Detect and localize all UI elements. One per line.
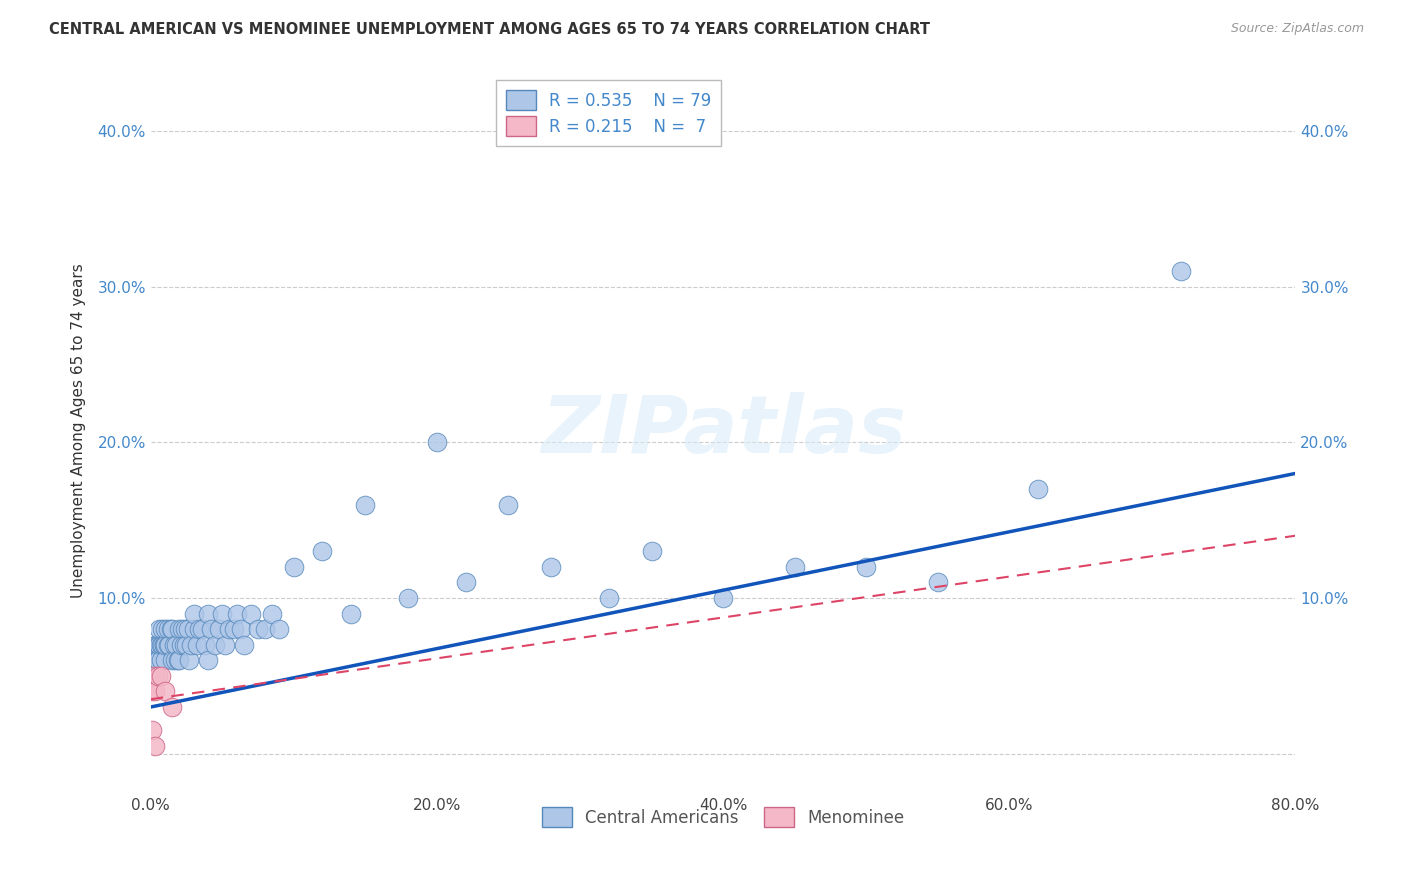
Point	[172, 622, 194, 636]
Point	[153, 684, 176, 698]
Text: Source: ZipAtlas.com: Source: ZipAtlas.com	[1230, 22, 1364, 36]
Point	[183, 607, 205, 621]
Point	[153, 622, 176, 636]
Text: CENTRAL AMERICAN VS MENOMINEE UNEMPLOYMENT AMONG AGES 65 TO 74 YEARS CORRELATION: CENTRAL AMERICAN VS MENOMINEE UNEMPLOYME…	[49, 22, 931, 37]
Point	[204, 638, 226, 652]
Point	[174, 622, 197, 636]
Point	[149, 669, 172, 683]
Point	[218, 622, 240, 636]
Point	[254, 622, 277, 636]
Point	[143, 684, 166, 698]
Point	[150, 638, 173, 652]
Point	[162, 638, 184, 652]
Point	[170, 638, 193, 652]
Point	[152, 638, 174, 652]
Point	[1170, 264, 1192, 278]
Point	[197, 653, 219, 667]
Point	[143, 739, 166, 753]
Point	[540, 559, 562, 574]
Point	[156, 622, 179, 636]
Point	[340, 607, 363, 621]
Point	[283, 559, 305, 574]
Point	[169, 653, 191, 667]
Point	[148, 638, 170, 652]
Text: ZIPatlas: ZIPatlas	[540, 392, 905, 469]
Legend: Central Americans, Menominee: Central Americans, Menominee	[534, 799, 912, 835]
Point	[186, 638, 208, 652]
Point	[142, 669, 165, 683]
Point	[177, 622, 200, 636]
Point	[159, 622, 181, 636]
Point	[200, 622, 222, 636]
Point	[454, 575, 477, 590]
Point	[176, 638, 198, 652]
Point	[927, 575, 949, 590]
Point	[498, 498, 520, 512]
Point	[173, 638, 195, 652]
Point	[783, 559, 806, 574]
Point	[160, 622, 183, 636]
Point	[163, 653, 186, 667]
Point	[640, 544, 662, 558]
Point	[311, 544, 333, 558]
Point	[141, 669, 163, 683]
Point	[141, 684, 163, 698]
Point	[214, 638, 236, 652]
Point	[191, 622, 214, 636]
Point	[143, 638, 166, 652]
Point	[598, 591, 620, 605]
Point	[179, 653, 201, 667]
Point	[225, 607, 247, 621]
Point	[153, 638, 176, 652]
Point	[247, 622, 270, 636]
Point	[180, 638, 202, 652]
Point	[148, 622, 170, 636]
Point	[146, 653, 169, 667]
Point	[167, 653, 190, 667]
Point	[156, 638, 179, 652]
Point	[160, 700, 183, 714]
Point	[145, 638, 167, 652]
Point	[160, 653, 183, 667]
Point	[188, 622, 211, 636]
Point	[354, 498, 377, 512]
Point	[142, 653, 165, 667]
Point	[194, 638, 217, 652]
Point	[146, 638, 169, 652]
Point	[262, 607, 284, 621]
Point	[239, 607, 262, 621]
Point	[855, 559, 877, 574]
Point	[169, 622, 191, 636]
Point	[211, 607, 233, 621]
Point	[149, 638, 172, 652]
Point	[183, 622, 205, 636]
Point	[145, 653, 167, 667]
Point	[141, 723, 163, 738]
Point	[197, 607, 219, 621]
Point	[208, 622, 231, 636]
Point	[150, 622, 173, 636]
Y-axis label: Unemployment Among Ages 65 to 74 years: Unemployment Among Ages 65 to 74 years	[72, 263, 86, 598]
Point	[152, 638, 174, 652]
Point	[149, 653, 172, 667]
Point	[143, 669, 166, 683]
Point	[222, 622, 245, 636]
Point	[157, 638, 180, 652]
Point	[711, 591, 734, 605]
Point	[396, 591, 419, 605]
Point	[153, 653, 176, 667]
Point	[269, 622, 291, 636]
Point	[426, 435, 449, 450]
Point	[229, 622, 252, 636]
Point	[232, 638, 254, 652]
Point	[166, 638, 188, 652]
Point	[1026, 482, 1049, 496]
Point	[146, 669, 169, 683]
